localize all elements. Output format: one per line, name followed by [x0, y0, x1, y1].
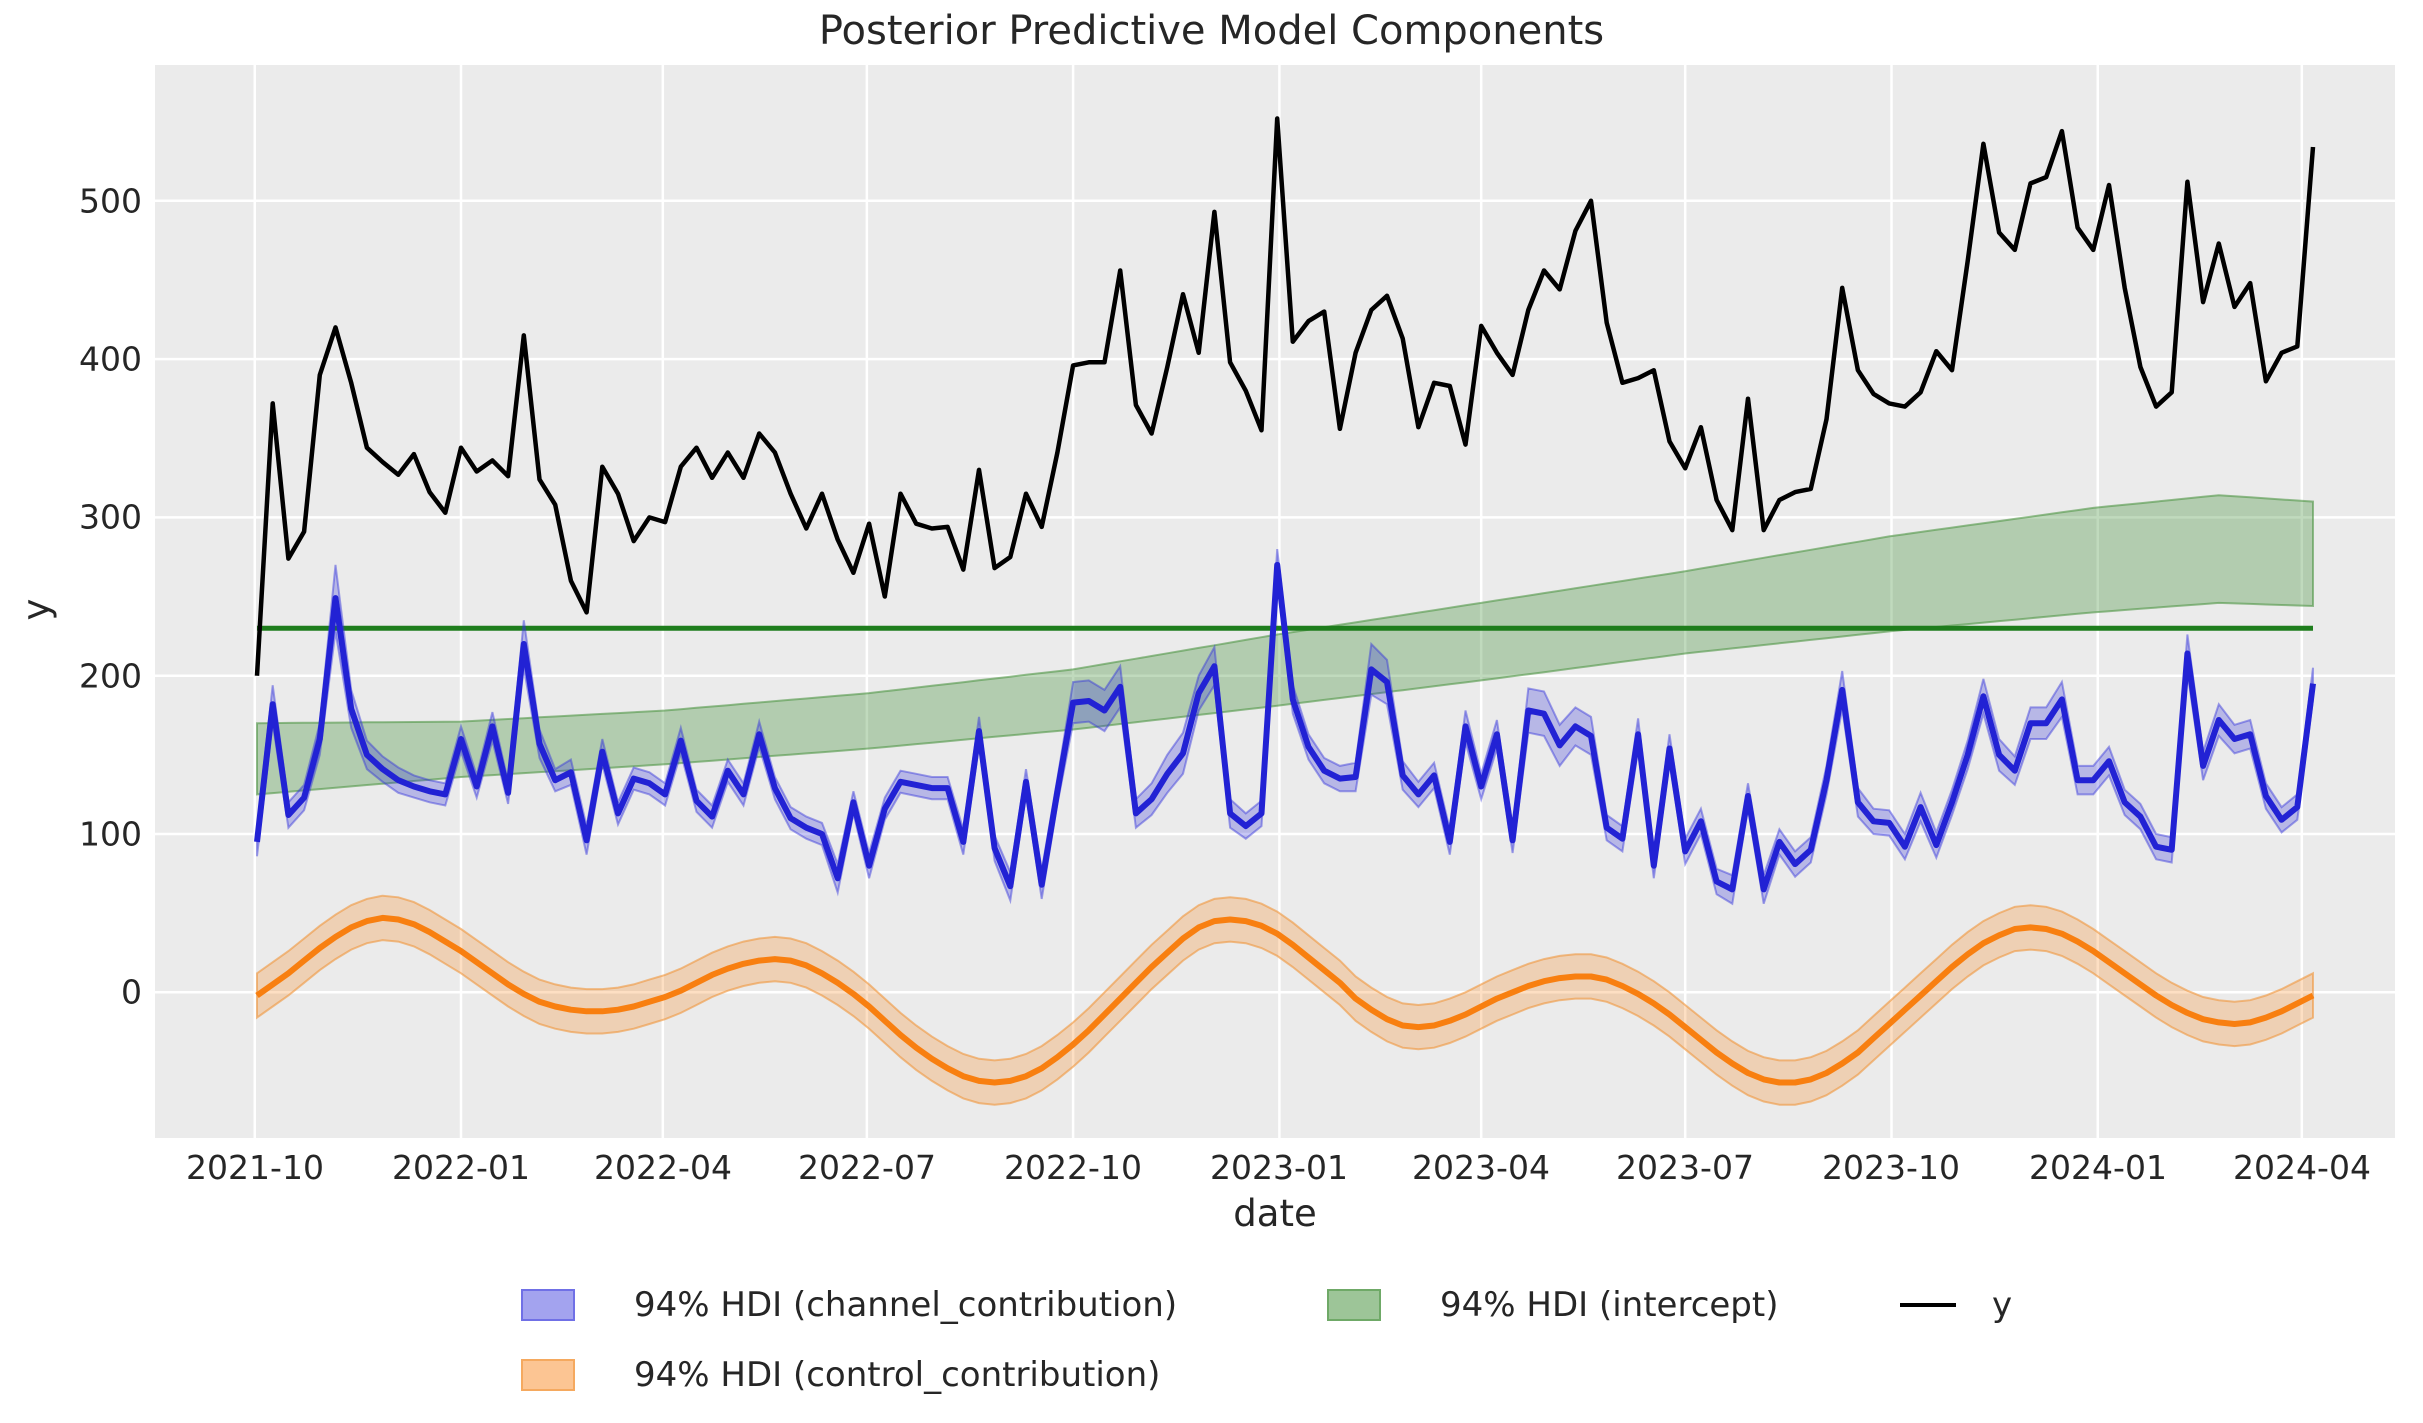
x-tick-label: 2023-01 [1210, 1148, 1348, 1187]
x-tick-label: 2023-07 [1616, 1148, 1754, 1187]
control-line [255, 914, 2315, 1086]
y-tick-label: 0 [121, 972, 142, 1012]
y-line [254, 116, 2316, 676]
x-tick-label: 2022-07 [798, 1148, 936, 1187]
y-tick-label: 400 [79, 339, 142, 379]
y-tick-label: 500 [79, 181, 142, 221]
y-tick-label: 300 [79, 497, 142, 537]
x-axis-label: date [1233, 1192, 1317, 1235]
x-tick-label: 2024-04 [2233, 1148, 2371, 1187]
x-tick-label: 2022-01 [392, 1148, 530, 1187]
x-tick-label: 2023-04 [1412, 1148, 1550, 1187]
channel-line [254, 561, 2316, 893]
control-hdi-band [256, 894, 2314, 1106]
chart-title: Posterior Predictive Model Components [818, 8, 1605, 54]
y-axis-label: y [14, 598, 58, 621]
y-tick-label: 200 [79, 656, 142, 696]
x-tick-label: 2021-10 [186, 1148, 324, 1187]
x-tick-label: 2022-10 [1004, 1148, 1142, 1187]
x-tick-label: 2023-10 [1822, 1148, 1960, 1187]
x-tick-label: 2024-01 [2029, 1148, 2167, 1187]
x-tick-label: 2022-04 [594, 1148, 732, 1187]
y-tick-label: 100 [79, 814, 142, 854]
